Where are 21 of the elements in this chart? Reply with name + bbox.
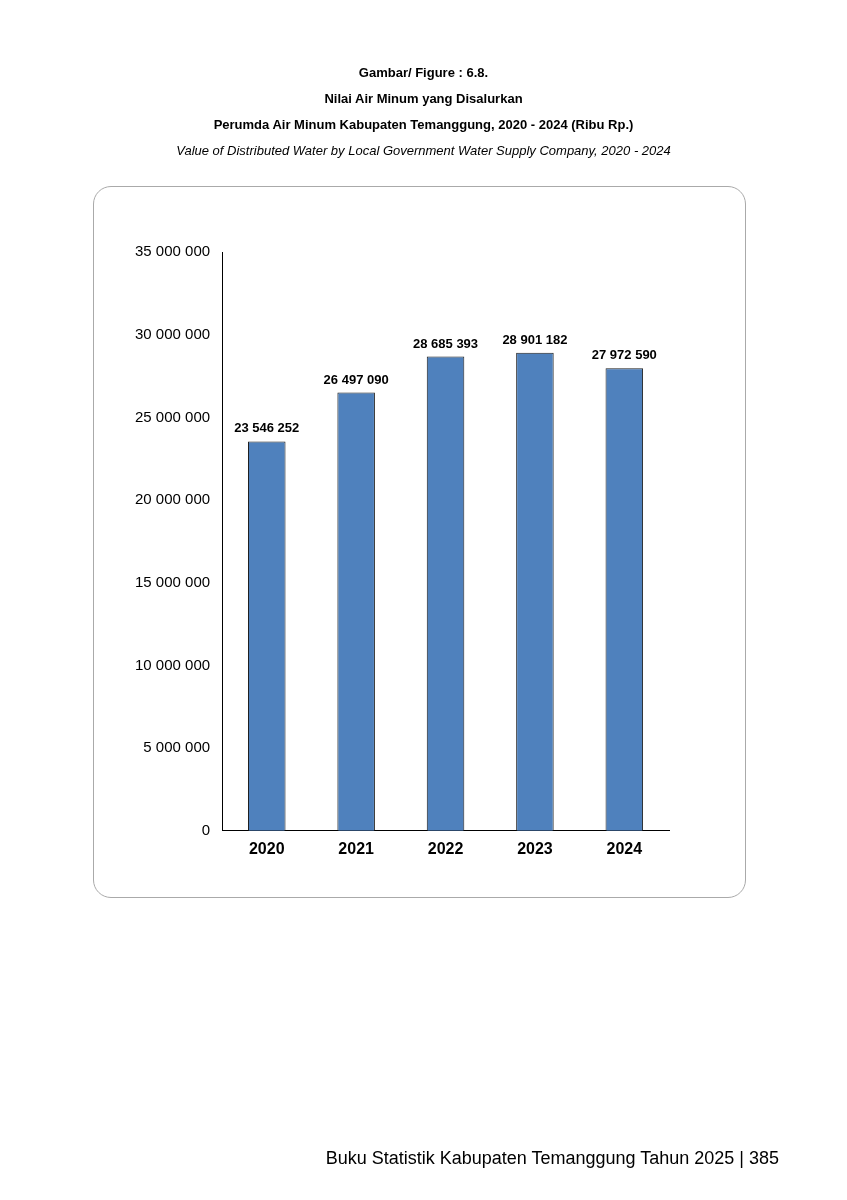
data-label: 28 901 182 — [502, 331, 568, 347]
y-tick-label: 15 000 000 — [135, 572, 211, 590]
x-tick-label: 2023 — [517, 839, 553, 857]
y-tick-label: 35 000 000 — [135, 242, 211, 260]
x-tick-label: 2024 — [606, 839, 643, 857]
x-tick-label: 2020 — [248, 839, 285, 857]
data-label: 28 685 393 — [413, 335, 479, 351]
y-tick-label: 10 000 000 — [135, 655, 211, 673]
y-tick-label: 5 000 000 — [143, 738, 211, 756]
y-tick-label: 0 — [201, 820, 211, 838]
chart-subtitle: Value of Distributed Water by Local Government Water Supply Company, 2020 - 2024 — [175, 142, 672, 160]
data-label: 27 972 590 — [591, 347, 657, 363]
x-tick-label: 2021 — [338, 839, 375, 857]
chart-title: Gambar/ Figure : 6.8. Nilai Air Minum yang Disalurkan Perumda Air Minum Kabupaten Temanggung, 2020 - 2024 (Ribu Rp.) — [212, 64, 635, 134]
y-tick-label: 30 000 000 — [135, 324, 211, 342]
data-label: 23 546 252 — [234, 420, 300, 436]
text: Buku Statistik Kabupaten Temanggung Tahun 2025 | 385 — [325, 1148, 779, 1169]
y-tick-label: 20 000 000 — [135, 490, 211, 508]
y-tick-label: 25 000 000 — [135, 407, 211, 425]
x-tick-label: 2022 — [427, 839, 464, 857]
data-label: 26 497 090 — [323, 371, 389, 387]
